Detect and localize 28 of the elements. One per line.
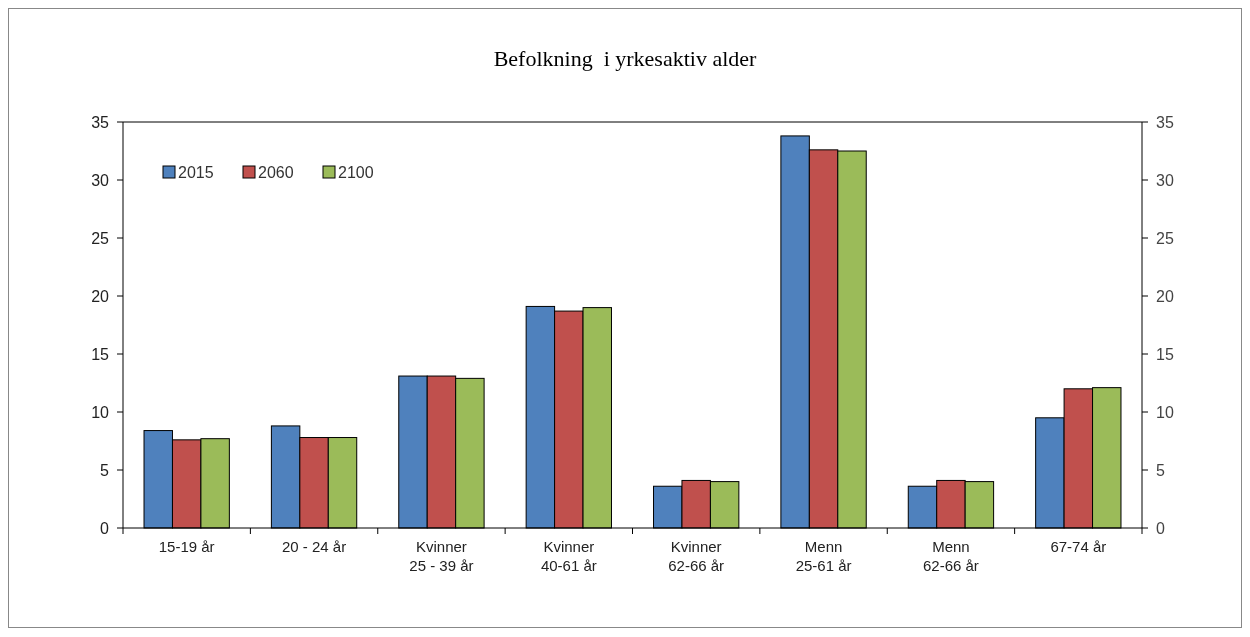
- x-tick-label: 20 - 24 år: [281, 538, 347, 555]
- y-tick-label: 10: [91, 403, 110, 421]
- x-tick-label: Menn 25-61 år: [795, 538, 852, 574]
- y-tick-label: 5: [100, 461, 110, 479]
- y-tick-label: 30: [91, 171, 110, 189]
- y-tick-label: 25: [91, 229, 110, 247]
- y2-tick-label: 20: [1156, 287, 1174, 305]
- y2-tick-label: 35: [1156, 113, 1174, 131]
- y2-tick-label: 5: [1156, 461, 1165, 479]
- y-tick-label: 20: [91, 287, 110, 305]
- x-tick-label: Kvinner 25 - 39 år: [409, 538, 474, 574]
- y-tick-label: 35: [91, 113, 110, 131]
- y-tick-label: 0: [100, 519, 110, 537]
- y2-tick-label: 25: [1156, 229, 1174, 247]
- y2-tick-label: 10: [1156, 403, 1174, 421]
- x-tick-label: Menn 62-66 år: [923, 538, 979, 574]
- y2-tick-label: 30: [1156, 171, 1174, 189]
- legend-label: 2060: [258, 163, 294, 181]
- x-tick-label: Kvinner 62-66 år: [668, 538, 725, 574]
- y2-tick-label: 15: [1156, 345, 1174, 363]
- legend-label: 2100: [338, 163, 374, 181]
- legend-label: 2015: [178, 163, 214, 181]
- x-tick-label: 15-19 år: [158, 538, 215, 555]
- x-tick-label: Kvinner 40-61 år: [540, 538, 597, 574]
- y2-tick-label: 0: [1156, 519, 1165, 537]
- y-tick-label: 15: [91, 345, 110, 363]
- chart-title: Befolkning i yrkesaktiv alder: [493, 46, 758, 71]
- x-tick-label: 67-74 år: [1050, 538, 1107, 555]
